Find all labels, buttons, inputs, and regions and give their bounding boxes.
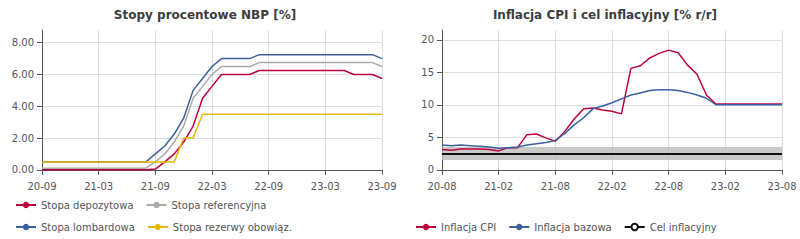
svg-text:23-03: 23-03 [311,181,340,192]
svg-text:23-02: 23-02 [711,181,740,192]
svg-text:22-02: 22-02 [597,181,626,192]
svg-text:5: 5 [428,132,434,143]
svg-text:Inflacja CPI i cel inflacyjny: Inflacja CPI i cel inflacyjny [% r/r] [493,8,717,22]
svg-text:20: 20 [421,34,434,45]
svg-text:21-08: 21-08 [541,181,570,192]
svg-text:20-09: 20-09 [27,181,56,192]
svg-text:0: 0 [428,164,434,175]
svg-text:Stopa lombardowa: Stopa lombardowa [41,222,135,233]
svg-text:Cel inflacyjny: Cel inflacyjny [650,222,717,233]
svg-text:23-08: 23-08 [767,181,796,192]
svg-text:23-09: 23-09 [367,181,396,192]
svg-text:21-03: 21-03 [84,181,113,192]
svg-text:22-08: 22-08 [654,181,683,192]
svg-text:0.00: 0.00 [12,164,34,175]
svg-text:Stopa depozytowa: Stopa depozytowa [41,200,134,211]
svg-text:Inflacja bazowa: Inflacja bazowa [534,222,611,233]
svg-text:20-08: 20-08 [427,181,456,192]
svg-text:22-09: 22-09 [254,181,283,192]
svg-text:21-02: 21-02 [484,181,513,192]
svg-text:15: 15 [421,67,434,78]
svg-text:Stopa rezerwy obowiąz.: Stopa rezerwy obowiąz. [173,222,292,233]
svg-text:22-03: 22-03 [197,181,226,192]
svg-text:Inflacja CPI: Inflacja CPI [441,222,496,233]
svg-text:10: 10 [421,99,434,110]
svg-text:21-09: 21-09 [141,181,170,192]
svg-text:2.00: 2.00 [12,133,34,144]
svg-text:Stopa referencyjna: Stopa referencyjna [172,200,267,211]
svg-text:4.00: 4.00 [12,101,34,112]
svg-text:Stopy procentowe NBP [%]: Stopy procentowe NBP [%] [114,8,296,22]
svg-text:8.00: 8.00 [12,37,34,48]
svg-text:6.00: 6.00 [12,69,34,80]
